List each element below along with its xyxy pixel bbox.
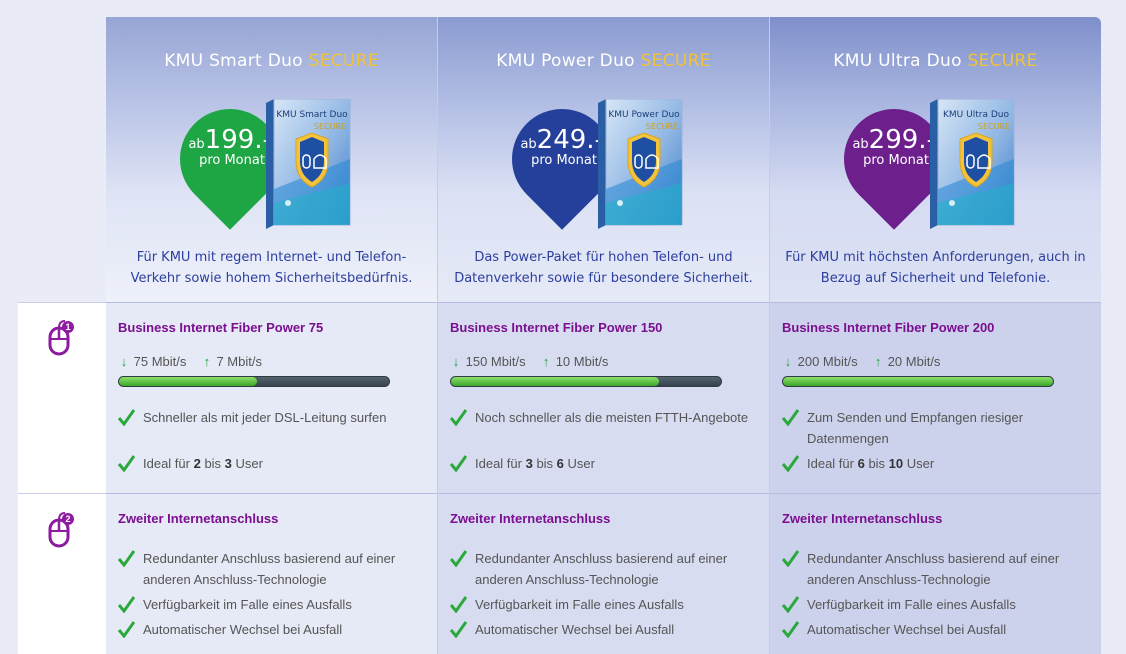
- feature-item: Verfügbarkeit im Falle eines Ausfalls: [782, 594, 1082, 615]
- download-speed: 150 Mbit/s: [465, 354, 526, 369]
- svg-text:KMU Power Duo: KMU Power Duo: [608, 110, 680, 120]
- feature-item: Verfügbarkeit im Falle eines Ausfalls: [118, 594, 418, 615]
- price-label: ab199.– pro Monat: [188, 125, 276, 168]
- feature-item: Zum Senden und Empfangen riesiger Datenm…: [782, 407, 1082, 449]
- feature-item: Redundanter Anschluss basierend auf eine…: [118, 548, 418, 590]
- product-box-image: KMU Smart Duo SECURE: [266, 98, 352, 231]
- plan-description: Das Power-Paket für hohen Telefon- und D…: [454, 250, 753, 286]
- divider: [106, 302, 437, 303]
- internet-product-title[interactable]: Business Internet Fiber Power 200: [782, 320, 995, 335]
- upload-speed: 7 Mbit/s: [216, 354, 262, 369]
- plan-description: Für KMU mit regem Internet- und Telefon-…: [130, 250, 413, 286]
- feature-item: Automatischer Wechsel bei Ausfall: [118, 619, 418, 640]
- speed-progress-fill: [119, 377, 257, 386]
- upload-arrow-icon: ↑: [203, 354, 211, 369]
- checkmark-icon: [450, 596, 467, 613]
- upload-speed: 20 Mbit/s: [887, 354, 941, 369]
- plan-column-ultra-duo: KMU Ultra Duo SECURE ab299.– pro Monat K…: [769, 17, 1101, 654]
- svg-text:SECURE: SECURE: [314, 122, 346, 131]
- upload-speed: 10 Mbit/s: [555, 354, 609, 369]
- download-arrow-icon: ↓: [784, 354, 792, 369]
- feature-item: Schneller als mit jeder DSL-Leitung surf…: [118, 407, 418, 428]
- internet-product-title[interactable]: Business Internet Fiber Power 150: [450, 320, 663, 335]
- product-box-image: KMU Power Duo SECURE: [598, 98, 684, 231]
- speed-progress-bar: [782, 376, 1054, 387]
- speed-values: ↓ 200 Mbit/s ↑ 20 Mbit/s: [782, 354, 941, 369]
- divider: [18, 302, 106, 303]
- plan-title[interactable]: KMU Power Duo SECURE: [496, 51, 711, 71]
- svg-text:KMU Ultra Duo: KMU Ultra Duo: [943, 110, 1009, 120]
- feature-item: Noch schneller als die meisten FTTH-Ange…: [450, 407, 750, 428]
- upload-arrow-icon: ↑: [542, 354, 550, 369]
- mouse-1-icon: 1: [44, 318, 78, 358]
- mouse-2-icon: 2: [44, 510, 78, 550]
- svg-text:SECURE: SECURE: [646, 122, 678, 131]
- checkmark-icon: [450, 409, 467, 426]
- divider: [18, 493, 106, 494]
- price-label: ab299.– pro Monat: [852, 125, 940, 168]
- product-box-image: KMU Ultra Duo SECURE: [930, 98, 1016, 231]
- svg-text:2: 2: [65, 514, 70, 524]
- download-speed: 200 Mbit/s: [797, 354, 858, 369]
- feature-item: Redundanter Anschluss basierend auf eine…: [782, 548, 1082, 590]
- plan-column-power-duo: KMU Power Duo SECURE ab249.– pro Monat K…: [437, 17, 769, 654]
- second-connection-title[interactable]: Zweiter Internetanschluss: [118, 511, 279, 526]
- second-connection-title[interactable]: Zweiter Internetanschluss: [782, 511, 943, 526]
- checkmark-icon: [450, 455, 467, 472]
- download-speed: 75 Mbit/s: [133, 354, 187, 369]
- internet-product-title[interactable]: Business Internet Fiber Power 75: [118, 320, 324, 335]
- speed-progress-fill: [783, 377, 1053, 386]
- speed-values: ↓ 75 Mbit/s ↑ 7 Mbit/s: [118, 354, 262, 369]
- feature-item: Redundanter Anschluss basierend auf eine…: [450, 548, 750, 590]
- row-icon-column: [18, 302, 106, 654]
- upload-arrow-icon: ↑: [874, 354, 882, 369]
- feature-item: Ideal für 3 bis 6 User: [450, 453, 750, 474]
- download-arrow-icon: ↓: [120, 354, 128, 369]
- checkmark-icon: [118, 550, 135, 567]
- plan-description: Für KMU mit höchsten Anforderungen, auch…: [785, 250, 1086, 286]
- divider: [438, 302, 769, 303]
- checkmark-icon: [782, 409, 799, 426]
- speed-progress-bar: [450, 376, 722, 387]
- svg-text:SECURE: SECURE: [978, 122, 1010, 131]
- speed-progress-fill: [451, 377, 659, 386]
- svg-text:1: 1: [65, 322, 70, 332]
- checkmark-icon: [450, 621, 467, 638]
- checkmark-icon: [118, 409, 135, 426]
- feature-item: Ideal für 6 bis 10 User: [782, 453, 1082, 474]
- price-label: ab249.– pro Monat: [520, 125, 608, 168]
- checkmark-icon: [782, 550, 799, 567]
- plan-column-smart-duo: KMU Smart Duo SECURE ab199.– pro Monat K…: [106, 17, 437, 654]
- checkmark-icon: [782, 621, 799, 638]
- feature-item: Verfügbarkeit im Falle eines Ausfalls: [450, 594, 750, 615]
- checkmark-icon: [450, 550, 467, 567]
- checkmark-icon: [782, 455, 799, 472]
- svg-text:KMU Smart Duo: KMU Smart Duo: [276, 110, 348, 120]
- divider: [770, 302, 1101, 303]
- feature-item: Automatischer Wechsel bei Ausfall: [782, 619, 1082, 640]
- feature-item: Automatischer Wechsel bei Ausfall: [450, 619, 750, 640]
- checkmark-icon: [782, 596, 799, 613]
- plan-title[interactable]: KMU Smart Duo SECURE: [164, 51, 379, 71]
- divider: [438, 493, 769, 494]
- second-connection-title[interactable]: Zweiter Internetanschluss: [450, 511, 611, 526]
- speed-values: ↓ 150 Mbit/s ↑ 10 Mbit/s: [450, 354, 609, 369]
- checkmark-icon: [118, 596, 135, 613]
- checkmark-icon: [118, 621, 135, 638]
- divider: [106, 493, 437, 494]
- divider: [770, 493, 1101, 494]
- checkmark-icon: [118, 455, 135, 472]
- speed-progress-bar: [118, 376, 390, 387]
- download-arrow-icon: ↓: [452, 354, 460, 369]
- plan-title[interactable]: KMU Ultra Duo SECURE: [833, 51, 1038, 71]
- feature-item: Ideal für 2 bis 3 User: [118, 453, 418, 474]
